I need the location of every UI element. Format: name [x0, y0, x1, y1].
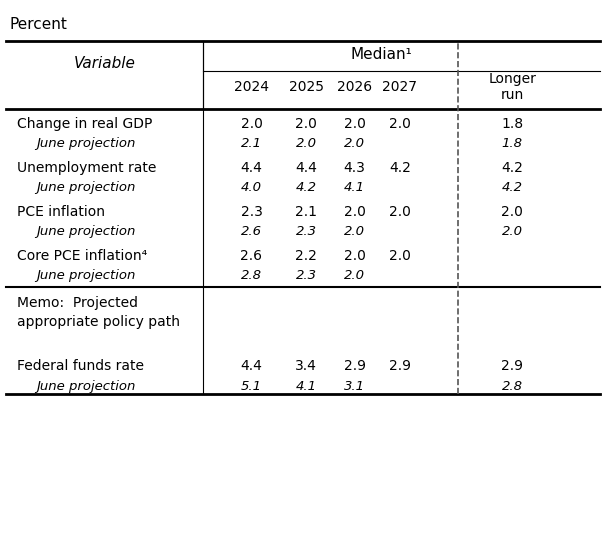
Text: 1.8: 1.8 [502, 137, 522, 150]
Text: 3.1: 3.1 [344, 380, 365, 393]
Text: 2.0: 2.0 [344, 137, 365, 150]
Text: 4.2: 4.2 [502, 181, 522, 194]
Text: 4.3: 4.3 [344, 161, 365, 175]
Text: 2024: 2024 [234, 80, 269, 94]
Text: June projection: June projection [36, 269, 136, 282]
Text: 2.9: 2.9 [344, 359, 365, 373]
Text: 2.0: 2.0 [241, 117, 262, 130]
Text: June projection: June projection [36, 225, 136, 238]
Text: 4.4: 4.4 [241, 359, 262, 373]
Text: 2.0: 2.0 [344, 269, 365, 282]
Text: 2026: 2026 [337, 80, 372, 94]
Text: 4.0: 4.0 [241, 181, 262, 194]
Text: 3.4: 3.4 [295, 359, 317, 373]
Text: Variable: Variable [73, 56, 136, 71]
Text: 4.2: 4.2 [296, 181, 316, 194]
Text: Unemployment rate: Unemployment rate [17, 161, 156, 175]
Text: 2.0: 2.0 [389, 205, 411, 219]
Text: 2.0: 2.0 [344, 249, 365, 263]
Text: 2.1: 2.1 [241, 137, 262, 150]
Text: Federal funds rate: Federal funds rate [17, 359, 144, 373]
Text: 2.0: 2.0 [502, 225, 522, 238]
Text: 2.0: 2.0 [296, 137, 316, 150]
Text: 2.2: 2.2 [295, 249, 317, 263]
Text: 2025: 2025 [288, 80, 324, 94]
Text: 2027: 2027 [382, 80, 418, 94]
Text: Percent: Percent [9, 17, 67, 32]
Text: Memo:  Projected
appropriate policy path: Memo: Projected appropriate policy path [17, 296, 180, 329]
Text: June projection: June projection [36, 181, 136, 194]
Text: 1.8: 1.8 [501, 117, 523, 130]
Text: 4.2: 4.2 [501, 161, 523, 175]
Text: 2.6: 2.6 [241, 249, 262, 263]
Text: 5.1: 5.1 [241, 380, 262, 393]
Text: June projection: June projection [36, 380, 136, 393]
Text: 2.3: 2.3 [296, 225, 316, 238]
Text: Change in real GDP: Change in real GDP [17, 117, 152, 130]
Text: 4.1: 4.1 [344, 181, 365, 194]
Text: 2.8: 2.8 [502, 380, 522, 393]
Text: 2.0: 2.0 [344, 117, 365, 130]
Text: 4.4: 4.4 [295, 161, 317, 175]
Text: Median¹: Median¹ [351, 47, 413, 62]
Text: 2.3: 2.3 [296, 269, 316, 282]
Text: 2.8: 2.8 [241, 269, 262, 282]
Text: 4.1: 4.1 [296, 380, 316, 393]
Text: 2.0: 2.0 [295, 117, 317, 130]
Text: 4.2: 4.2 [389, 161, 411, 175]
Text: 2.0: 2.0 [501, 205, 523, 219]
Text: 4.4: 4.4 [241, 161, 262, 175]
Text: 2.3: 2.3 [241, 205, 262, 219]
Text: 2.9: 2.9 [389, 359, 411, 373]
Text: June projection: June projection [36, 137, 136, 150]
Text: Longer
run: Longer run [488, 72, 536, 102]
Text: 2.0: 2.0 [344, 225, 365, 238]
Text: 2.0: 2.0 [344, 205, 365, 219]
Text: 2.1: 2.1 [295, 205, 317, 219]
Text: PCE inflation: PCE inflation [17, 205, 105, 219]
Text: Core PCE inflation⁴: Core PCE inflation⁴ [17, 249, 147, 263]
Text: 2.0: 2.0 [389, 117, 411, 130]
Text: 2.6: 2.6 [241, 225, 262, 238]
Text: 2.0: 2.0 [389, 249, 411, 263]
Text: 2.9: 2.9 [501, 359, 523, 373]
